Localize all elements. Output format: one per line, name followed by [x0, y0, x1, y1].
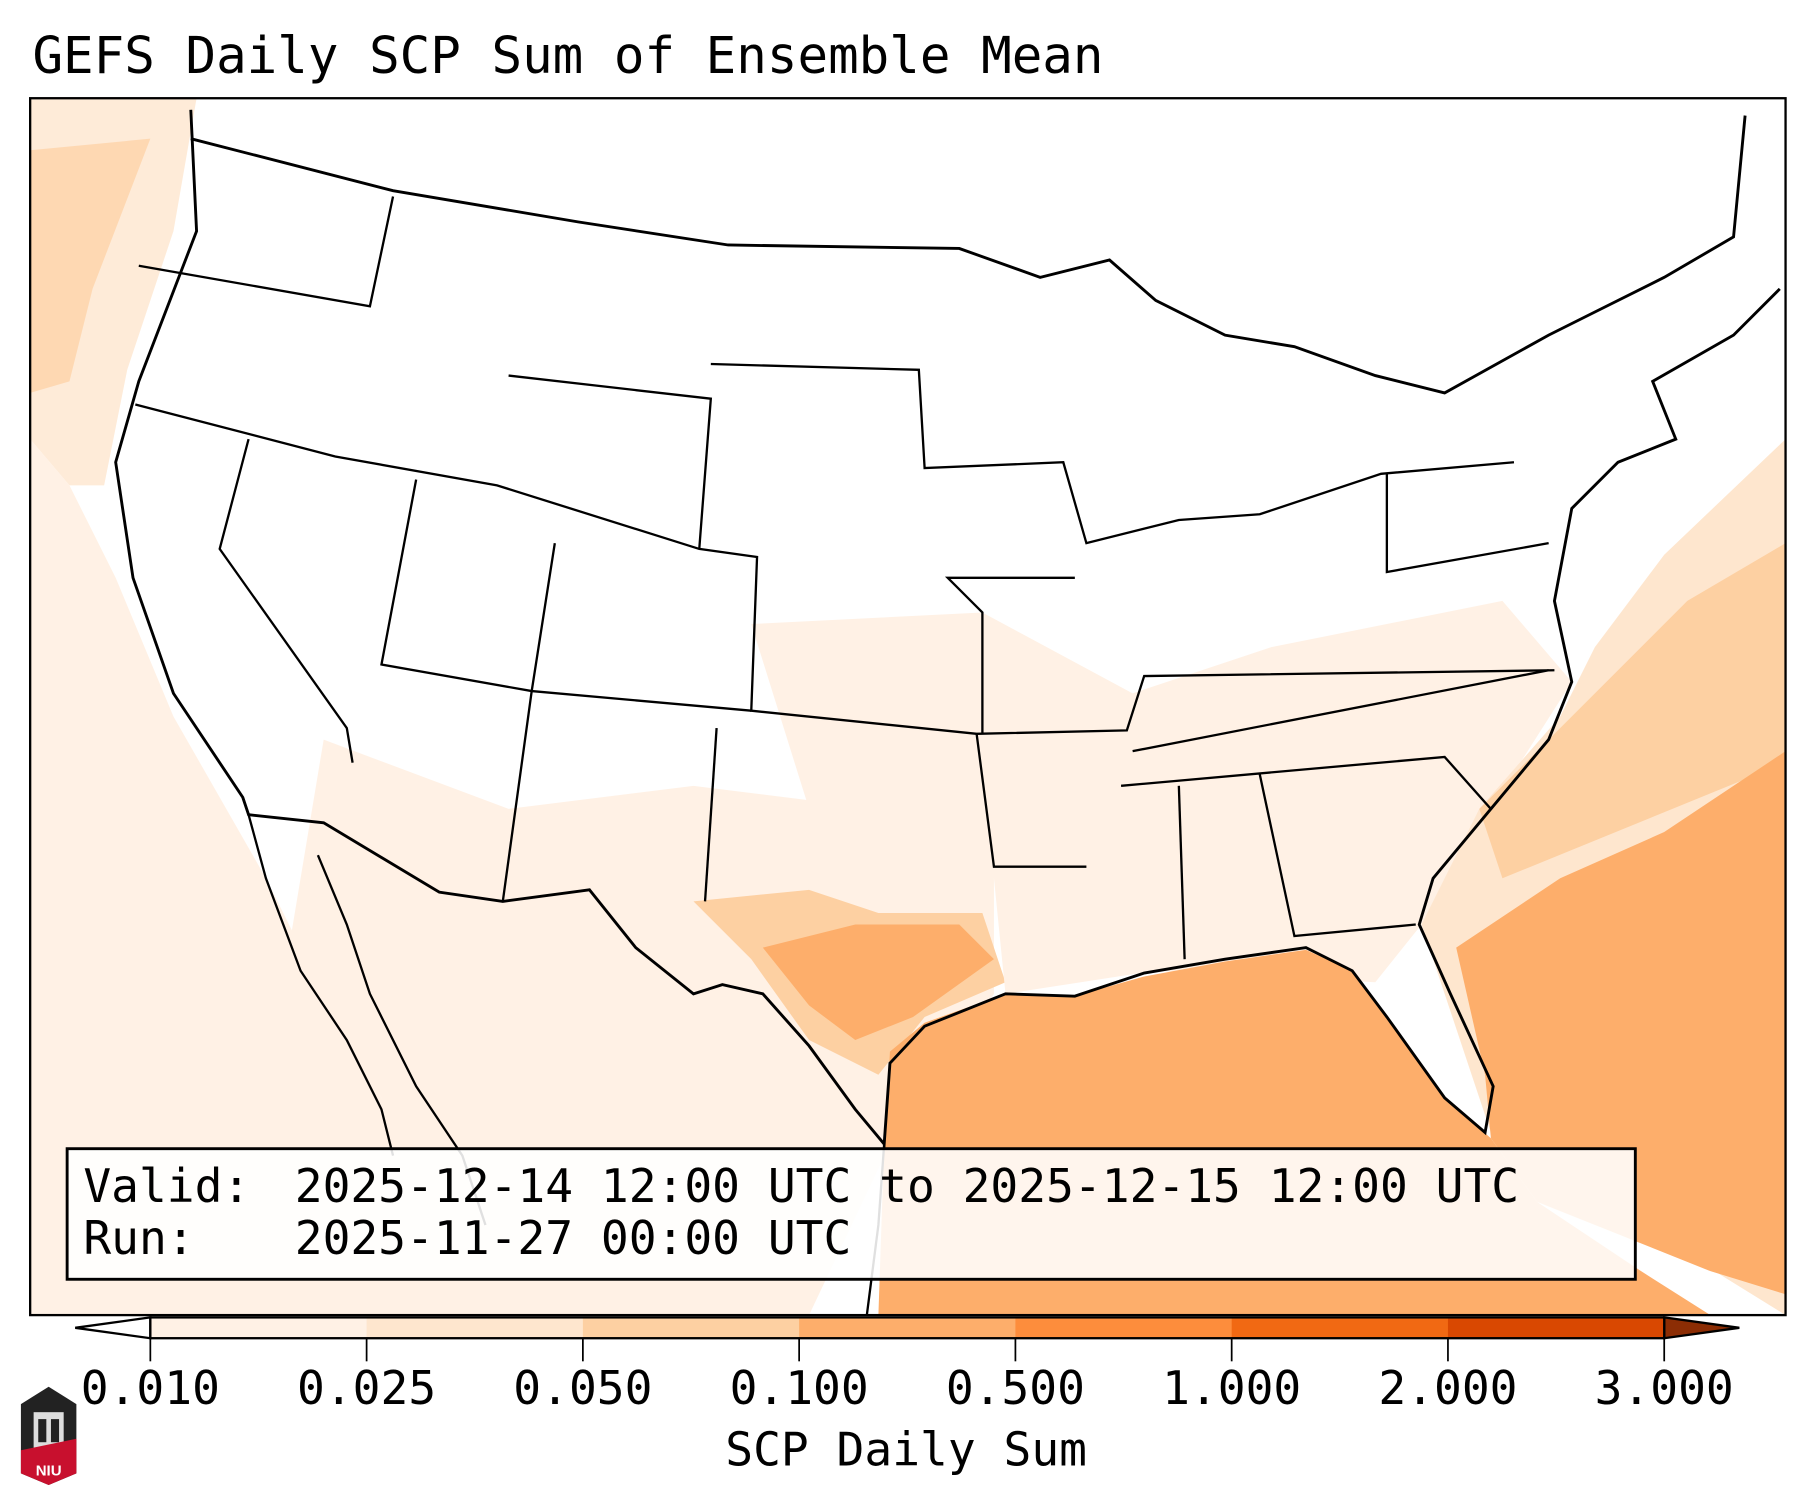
chart-title: GEFS Daily SCP Sum of Ensemble Mean	[32, 26, 1103, 85]
colorbar-tick-label: 0.025	[297, 1361, 436, 1415]
valid-text: 2025-12-14 12:00 UTC to 2025-12-15 12:00…	[295, 1159, 1519, 1213]
shade-plains	[751, 600, 1572, 994]
colorbar-bin	[366, 1317, 584, 1339]
run-label: Run:	[83, 1211, 194, 1265]
colorbar-tick-label: 0.010	[81, 1361, 220, 1415]
colorbar-bin	[799, 1317, 1016, 1339]
colorbar: 0.010 0.025 0.050 0.100 0.500 1.000 2.000 3.000	[75, 1316, 1740, 1415]
colorbar-tick-label: 1.000	[1162, 1361, 1301, 1415]
colorbar-bin	[1447, 1317, 1665, 1339]
logo-text: NIU	[36, 1463, 62, 1480]
colorbar-tick-label: 0.050	[513, 1361, 652, 1415]
colorbar-tick-label: 0.100	[730, 1361, 869, 1415]
colorbar-outline	[149, 1316, 1666, 1340]
canada-border	[190, 115, 1747, 395]
colorbar-label: SCP Daily Sum	[725, 1422, 1087, 1476]
shade-texas-core	[762, 924, 994, 1041]
colorbar-tick-label: 3.000	[1595, 1361, 1734, 1415]
state-borders	[135, 196, 1555, 960]
colorbar-bin	[150, 1317, 368, 1339]
conus-outline	[114, 109, 1781, 1148]
colorbar-tick-label: 0.500	[946, 1361, 1085, 1415]
colorbar-bin	[1231, 1317, 1449, 1339]
colorbar-bin	[582, 1317, 800, 1339]
colorbar-tick-label: 2.000	[1378, 1361, 1517, 1415]
shade-pacific-light	[30, 439, 486, 1316]
niu-logo: NIU	[20, 1386, 77, 1485]
colorbar-under-extension	[75, 1316, 152, 1340]
colorbar-over-extension	[1663, 1316, 1740, 1340]
valid-label: Valid:	[83, 1159, 250, 1213]
map-frame	[29, 97, 1787, 1317]
shade-west-pacific	[30, 138, 151, 393]
map-area	[30, 98, 1786, 1316]
shade-atlantic	[1479, 543, 1786, 879]
colorbar-bin	[1015, 1317, 1233, 1339]
validity-box: Valid: 2025-12-14 12:00 UTC to 2025-12-1…	[65, 1147, 1637, 1281]
run-text: 2025-11-27 00:00 UTC	[295, 1211, 852, 1265]
